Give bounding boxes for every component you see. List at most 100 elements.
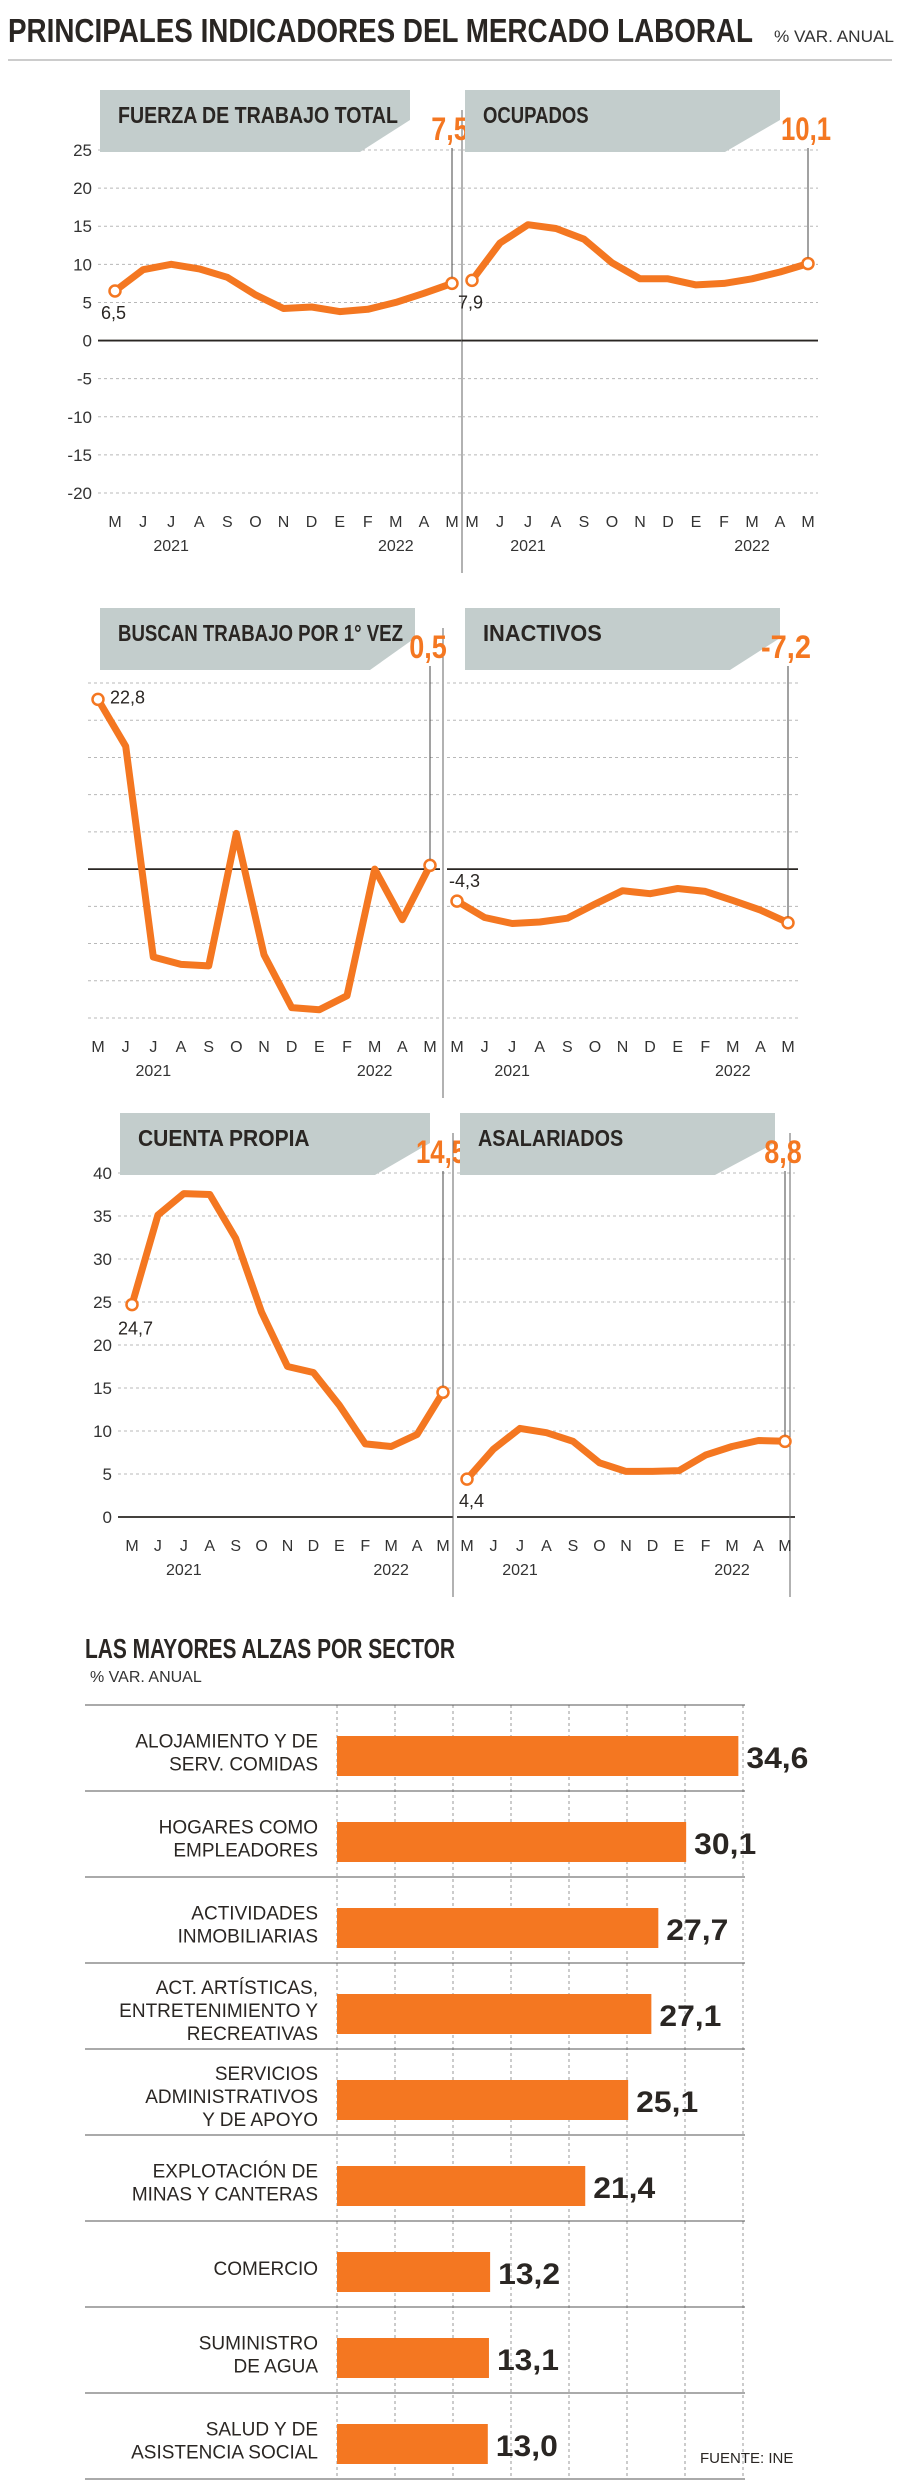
- data-point-last: [778, 1434, 792, 1449]
- y-tick-label: -20: [67, 484, 92, 503]
- x-year-label: 2021: [153, 538, 189, 555]
- first-value-label: 6,5: [101, 303, 126, 323]
- data-point-last: [436, 1385, 450, 1400]
- bar: [337, 2338, 489, 2378]
- category-label: SALUD Y DE: [206, 2420, 318, 2441]
- category-label: RECREATIVAS: [187, 2024, 318, 2045]
- x-tick-label: S: [568, 1538, 579, 1555]
- data-point-last: [781, 915, 795, 930]
- x-tick-label: S: [562, 1039, 573, 1056]
- x-tick-label: A: [755, 1039, 766, 1056]
- bar: [337, 1994, 652, 2034]
- x-tick-label: N: [278, 514, 290, 531]
- y-tick-label: 0: [103, 1508, 112, 1527]
- last-value-label: 8,8: [764, 1134, 802, 1170]
- x-tick-label: J: [490, 1538, 498, 1555]
- x-tick-label: M: [445, 514, 458, 531]
- x-tick-label: E: [334, 1538, 345, 1555]
- x-tick-label: J: [516, 1538, 524, 1555]
- first-value-label: -4,3: [449, 871, 480, 891]
- series-line: [94, 695, 434, 1014]
- bar-value-label: 27,1: [659, 2000, 721, 2033]
- first-value-label: 22,8: [110, 687, 145, 707]
- y-tick-label: -10: [67, 408, 92, 427]
- bar-chart-unit: % VAR. ANUAL: [90, 1669, 202, 1686]
- category-label: SERV. COMIDAS: [169, 1755, 318, 1776]
- x-tick-label: M: [460, 1538, 473, 1555]
- bar-value-label: 30,1: [694, 1828, 756, 1861]
- y-tick-label: 10: [93, 1422, 112, 1441]
- x-tick-label: O: [255, 1538, 267, 1555]
- x-tick-label: A: [541, 1538, 552, 1555]
- x-tick-label: M: [726, 1039, 739, 1056]
- x-tick-label: O: [230, 1039, 242, 1056]
- bar-value-label: 13,0: [496, 2430, 558, 2463]
- category-label: ENTRETENIMIENTO Y: [119, 2001, 318, 2022]
- data-point-first: [465, 273, 479, 288]
- category-label: SUMINISTRO: [199, 2334, 318, 2355]
- category-label: DE AGUA: [234, 2357, 319, 2378]
- x-tick-label: S: [203, 1039, 214, 1056]
- bar: [337, 2424, 488, 2464]
- category-label: ACT. ARTÍSTICAS,: [156, 1978, 318, 1999]
- chart-1-banner: [100, 90, 410, 152]
- y-tick-label: -15: [67, 446, 92, 465]
- x-tick-label: J: [139, 514, 147, 531]
- data-point-last: [445, 276, 459, 291]
- x-tick-label: M: [745, 514, 758, 531]
- x-tick-label: A: [419, 514, 430, 531]
- x-tick-label: D: [286, 1039, 298, 1056]
- x-tick-label: E: [314, 1039, 325, 1056]
- x-tick-label: M: [125, 1538, 138, 1555]
- page-title: PRINCIPALES INDICADORES DEL MERCADO LABO…: [8, 12, 753, 49]
- x-tick-label: J: [180, 1538, 188, 1555]
- x-year-label: 2021: [166, 1562, 202, 1579]
- first-value-label: 24,7: [118, 1319, 153, 1339]
- series-line: [128, 1190, 447, 1450]
- data-point-first: [450, 894, 464, 908]
- x-tick-label: S: [230, 1538, 241, 1555]
- x-year-label: 2021: [502, 1562, 538, 1579]
- series-line: [468, 221, 812, 289]
- x-tick-label: J: [524, 514, 532, 531]
- x-tick-label: J: [149, 1039, 157, 1056]
- bar: [337, 1822, 687, 1862]
- x-tick-label: O: [249, 514, 261, 531]
- x-tick-label: M: [91, 1039, 104, 1056]
- bar-value-label: 21,4: [593, 2172, 655, 2205]
- bar-value-label: 13,1: [497, 2344, 559, 2377]
- x-tick-label: S: [579, 514, 590, 531]
- x-tick-label: A: [412, 1538, 423, 1555]
- x-tick-label: S: [222, 514, 233, 531]
- data-point-first: [108, 284, 122, 298]
- first-value-label: 7,9: [458, 292, 483, 312]
- y-tick-label: 20: [93, 1336, 112, 1355]
- x-tick-label: N: [258, 1039, 270, 1056]
- chart-4-title: INACTIVOS: [483, 620, 602, 646]
- x-tick-label: M: [368, 1039, 381, 1056]
- data-point-last: [801, 256, 815, 271]
- category-label: Y DE APOYO: [202, 2110, 318, 2131]
- x-tick-label: O: [593, 1538, 605, 1555]
- chart-6-title: ASALARIADOS: [478, 1125, 623, 1151]
- x-year-label: 2021: [494, 1063, 530, 1080]
- chart-6-banner: [460, 1113, 775, 1175]
- x-tick-label: D: [647, 1538, 659, 1555]
- bar-chart-title: LAS MAYORES ALZAS POR SECTOR: [85, 1633, 455, 1664]
- x-year-label: 2022: [378, 538, 414, 555]
- x-tick-label: J: [167, 514, 175, 531]
- x-tick-label: D: [306, 514, 318, 531]
- y-tick-label: 10: [73, 255, 92, 274]
- x-tick-label: D: [662, 514, 674, 531]
- x-tick-label: F: [342, 1039, 352, 1056]
- x-year-label: 2021: [510, 538, 546, 555]
- x-year-label: 2022: [373, 1562, 409, 1579]
- x-tick-label: A: [194, 514, 205, 531]
- x-tick-label: J: [481, 1039, 489, 1056]
- y-tick-label: 30: [93, 1250, 112, 1269]
